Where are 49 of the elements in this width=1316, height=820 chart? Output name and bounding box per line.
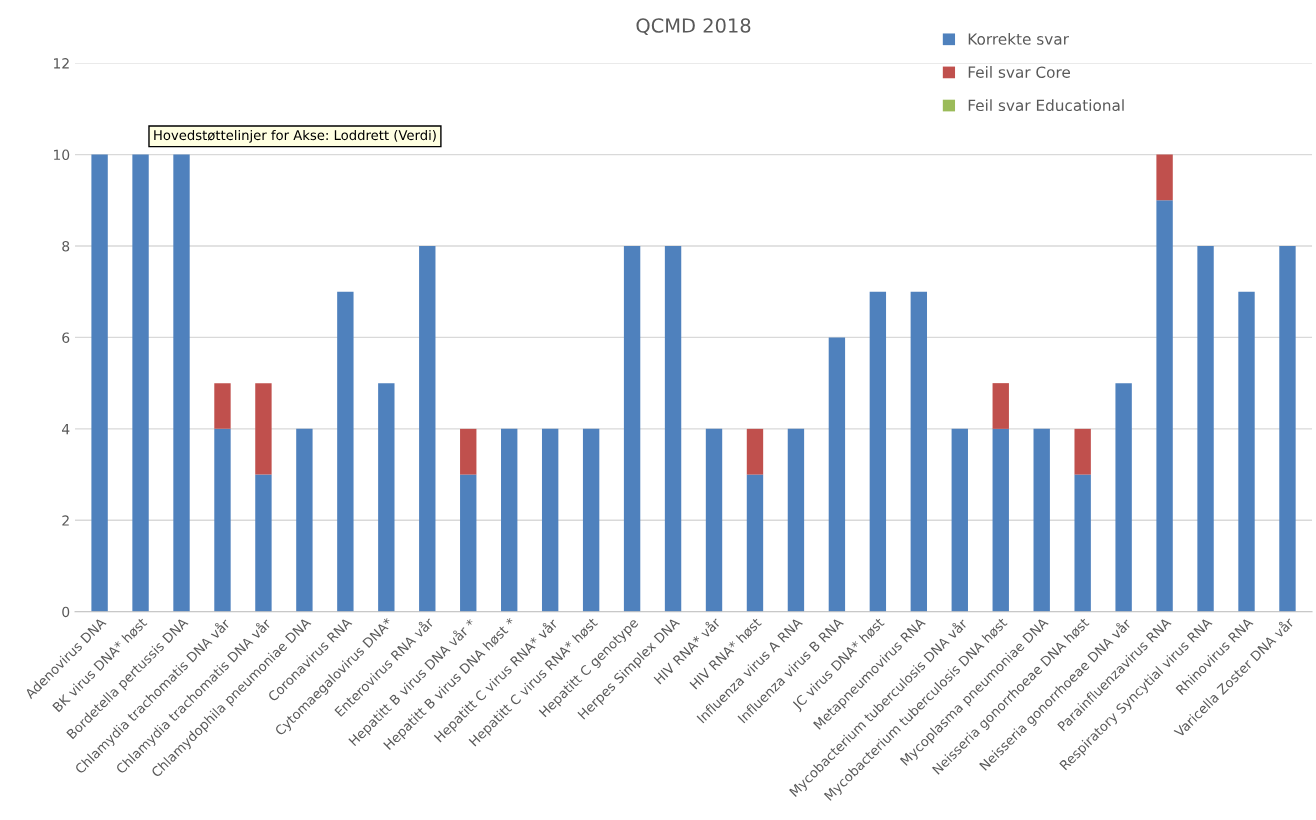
bar: [869, 291, 887, 612]
bar: [541, 428, 559, 612]
bar: [664, 246, 682, 612]
chart-title: QCMD 2018: [636, 18, 751, 36]
bar: [1156, 200, 1173, 612]
bar: [337, 291, 354, 612]
bar: [173, 154, 190, 612]
y-tick-label: 0: [62, 606, 70, 618]
bar: [460, 474, 477, 612]
legend-label: Feil svar Educational: [968, 99, 1124, 112]
bar: [1197, 246, 1214, 612]
bar: [1074, 428, 1091, 475]
bar: [1115, 383, 1132, 612]
y-tick-label: 10: [54, 149, 70, 161]
bar: [746, 474, 764, 612]
bar: [419, 246, 436, 612]
y-tick-label: 4: [61, 424, 70, 435]
bar: [787, 428, 805, 612]
bar: [1156, 154, 1173, 201]
bar: [1238, 291, 1255, 612]
bar: [255, 383, 272, 475]
bar: [501, 428, 518, 612]
y-tick-label: 6: [62, 332, 70, 343]
bar: [378, 383, 395, 612]
annotation: Hovedstøttelinjer for Akse: Loddrett (Verdi): [154, 129, 436, 143]
y-tick-label: 2: [62, 515, 69, 526]
bar: [91, 154, 108, 612]
bar: [746, 428, 764, 475]
bar: [1033, 428, 1050, 612]
legend-label: Korrekte svar: [968, 33, 1069, 45]
bar: [255, 474, 272, 612]
bar: [992, 383, 1009, 429]
bar: [582, 428, 600, 612]
y-tick-label: 12: [54, 58, 69, 69]
bar: [132, 154, 149, 612]
bar: [460, 428, 477, 475]
bar: [705, 428, 723, 612]
y-tick-label: 8: [62, 240, 70, 252]
bar: [214, 383, 231, 429]
bar: [1279, 246, 1296, 612]
bar: [623, 246, 641, 612]
legend-label: Feil svar Core: [968, 66, 1070, 78]
bar: [992, 428, 1009, 612]
bar: [910, 291, 928, 612]
bar: [951, 428, 968, 612]
bar: [828, 337, 846, 612]
bar: [214, 428, 231, 612]
bar: [1074, 474, 1091, 612]
bar: [296, 428, 313, 612]
